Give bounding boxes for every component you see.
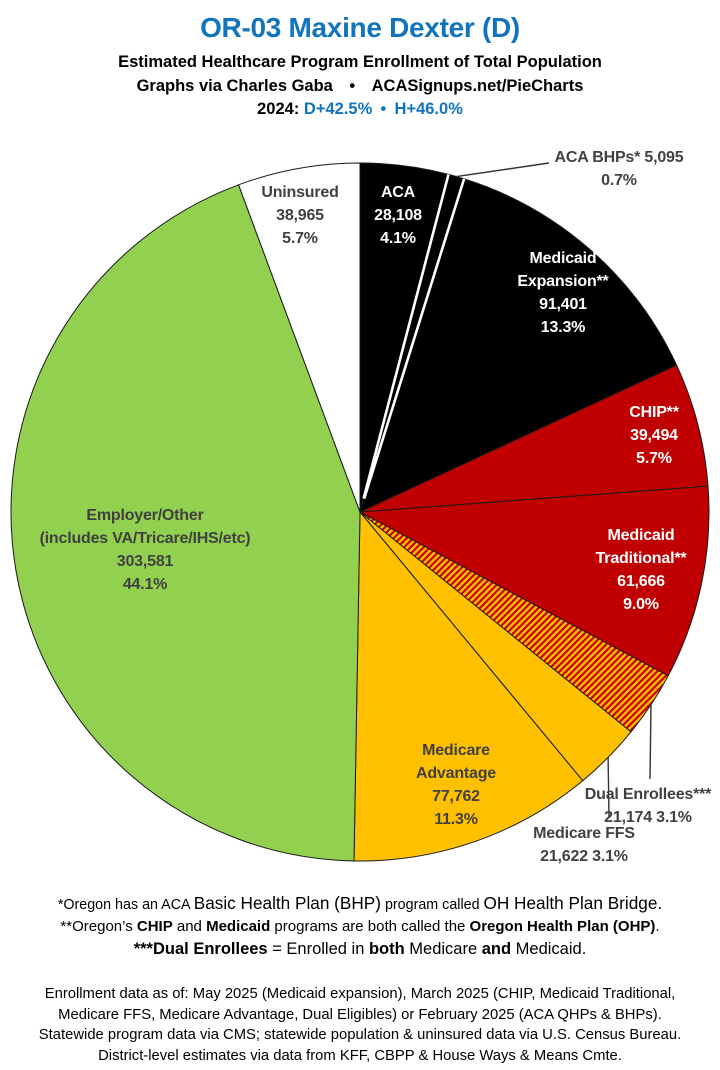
slice-label-medicaid-expansion: Medicaid Expansion** 91,401 13.3% (517, 247, 608, 339)
credit-line: Graphs via Charles Gaba • ACASignups.net… (136, 77, 584, 95)
slice-label-aca: ACA 28,108 4.1% (374, 181, 422, 250)
footnotes-block: *Oregon has an ACA Basic Health Plan (BH… (0, 892, 720, 961)
slice-label-uninsured: Uninsured 38,965 5.7% (261, 181, 339, 250)
label-line: 13.3% (540, 319, 586, 336)
source-line: Statewide program data via CMS; statewid… (38, 1027, 682, 1043)
label-line: 5.7% (282, 230, 318, 247)
text-segment: Basic Health Plan (BHP) (193, 893, 381, 913)
text-segment: • (372, 100, 395, 118)
text-segment: D+42.5% (303, 100, 373, 118)
text-segment: OH Health Plan Bridge. (483, 893, 663, 913)
text-segment: **Oregon’s (60, 918, 137, 935)
page-title: OR-03 Maxine Dexter (D) (200, 12, 520, 43)
slice-label-chip: CHIP** 39,494 5.7% (629, 401, 679, 470)
label-line: Medicaid (529, 250, 597, 267)
label-line: Advantage (416, 765, 496, 782)
text-segment: and (481, 940, 512, 958)
label-line: Dual Enrollees*** (584, 786, 712, 803)
label-line: CHIP** (629, 404, 679, 421)
pie-slice-medicaid-traditional (359, 485, 710, 677)
source-line: District-level estimates via data from K… (98, 1047, 622, 1064)
slice-label-employer-other: Employer/Other (includes VA/Tricare/IHS/e… (40, 504, 251, 596)
slice-label-medicare-advantage: Medicare Advantage 77,762 11.3% (416, 739, 496, 831)
subtitle: Estimated Healthcare Program Enrollment … (118, 53, 602, 71)
slice-label-dual-enrollees: Dual Enrollees*** 21,174 3.1% (584, 783, 712, 829)
source-line: Medicare FFS, Medicare Advantage, Dual E… (58, 1006, 662, 1023)
text-segment: and (172, 918, 207, 935)
label-line: Medicare (422, 742, 490, 759)
pie-slice-chip (359, 364, 709, 513)
footnote-ohp: **Oregon’s CHIP and Medicaid programs ar… (0, 916, 720, 938)
pie-slice-uninsured (238, 162, 361, 513)
label-line: Uninsured (261, 184, 339, 201)
label-line: Medicaid (607, 527, 675, 544)
text-segment: programs are both called the (270, 918, 470, 935)
text-segment: Medicaid. (511, 940, 587, 958)
label-line: 44.1% (122, 576, 168, 593)
partisan-lean-line: 2024: D+42.5% • H+46.0% (0, 100, 720, 119)
label-line: 38,965 (276, 207, 324, 224)
label-line: 5.7% (636, 450, 672, 467)
pie-slice-medicare-advantage (353, 511, 584, 862)
text-segment: CHIP (136, 918, 173, 935)
text-segment: both (368, 940, 405, 958)
label-line: (includes VA/Tricare/IHS/etc) (39, 530, 251, 547)
text-segment: program called (380, 897, 484, 913)
label-line: 21,174 3.1% (604, 809, 692, 826)
callout-line-aca-bhp (456, 162, 550, 178)
label-line: 4.1% (380, 230, 416, 247)
text-segment: Medicaid (206, 918, 271, 935)
slice-label-medicaid-traditional: Medicaid Traditional** 61,666 9.0% (596, 524, 687, 616)
slice-separator (362, 174, 450, 499)
label-line: 21,622 3.1% (540, 848, 628, 865)
label-line: Medicare FFS (533, 825, 635, 842)
label-line: Traditional** (595, 550, 687, 567)
text-segment: 2024: (257, 100, 304, 118)
label-line: 303,581 (116, 553, 174, 570)
source-line: Enrollment data as of: May 2025 (Medicai… (44, 986, 676, 1002)
callout-line-medicare-ffs (607, 757, 610, 819)
label-line: 9.0% (623, 596, 659, 613)
footnote-dual-enrollees: ***Dual Enrollees = Enrolled in both Med… (0, 938, 720, 961)
source-notes-block: Enrollment data as of: May 2025 (Medicai… (0, 984, 720, 1066)
label-line: Expansion** (517, 273, 609, 290)
pie-slice-employer-other (10, 184, 361, 862)
text-segment: Oregon Health Plan (OHP) (469, 918, 656, 935)
text-segment: = Enrolled in (267, 940, 369, 958)
text-segment: ***Dual Enrollees (133, 940, 268, 958)
label-line: 77,762 (432, 788, 480, 805)
label-line: 61,666 (617, 573, 665, 590)
text-segment: . (655, 918, 660, 935)
callout-line-dual-enrollees (649, 704, 652, 780)
text-segment: H+46.0% (394, 100, 463, 118)
label-line: ACA (380, 184, 416, 201)
label-line: 0.7% (601, 172, 637, 189)
footnote-bhp: *Oregon has an ACA Basic Health Plan (BH… (0, 892, 720, 916)
text-segment: *Oregon has an ACA (57, 897, 194, 913)
label-line: 11.3% (434, 811, 478, 828)
label-line: ACA BHPs* 5,095 (554, 149, 684, 166)
label-line: 39,494 (630, 427, 678, 444)
slice-separator (362, 178, 466, 499)
text-segment: Medicare (404, 940, 482, 958)
slice-label-aca-bhp: ACA BHPs* 5,095 0.7% (555, 146, 684, 192)
label-line: 91,401 (539, 296, 587, 313)
label-line: 28,108 (374, 207, 422, 224)
label-line: Employer/Other (86, 507, 204, 524)
slice-label-medicare-ffs: Medicare FFS 21,622 3.1% (533, 822, 635, 868)
